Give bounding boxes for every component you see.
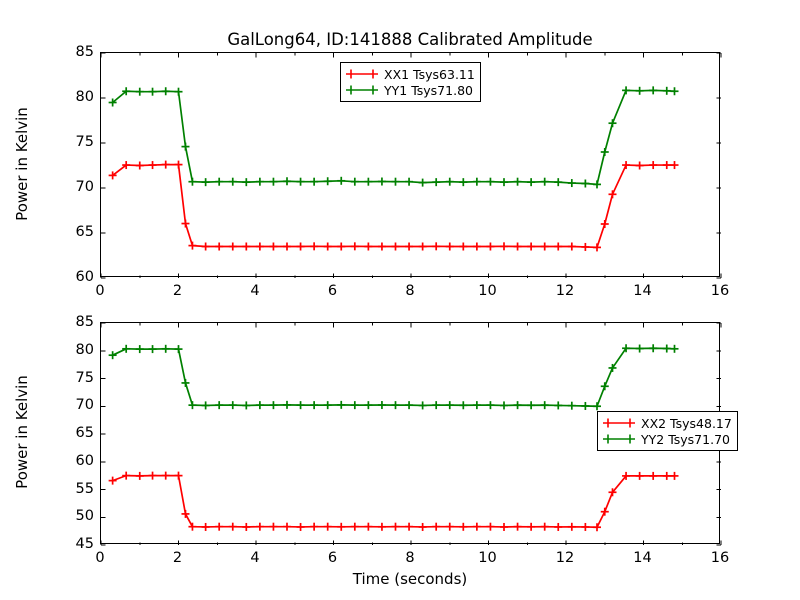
x-tick-label: 0: [95, 283, 105, 299]
x-tick-label: 4: [250, 550, 260, 566]
top-plot-canvas: [100, 52, 722, 279]
y-tick-label: 75: [75, 369, 94, 386]
x-tick-label: 2: [172, 550, 183, 566]
x-tick-label: 6: [327, 283, 338, 299]
top-y-axis-label: Power in Kelvin: [13, 106, 31, 221]
y-tick-label: 45: [75, 536, 94, 552]
y-tick-label: 60: [75, 269, 94, 285]
legend-entry: XX2 Tsys48.17: [602, 415, 732, 431]
legend-label-yy2: YY2 Tsys71.70: [641, 431, 730, 447]
legend-label-xx2: XX2 Tsys48.17: [641, 415, 732, 431]
legend-label-xx1: XX1 Tsys63.11: [384, 66, 475, 82]
legend-line-sample-xx1: [346, 69, 378, 79]
legend-line-sample-yy2: [603, 434, 635, 444]
legend-entry: XX1 Tsys63.11: [345, 66, 475, 82]
y-tick-label: 60: [75, 452, 94, 469]
bottom-legend: XX2 Tsys48.17 YY2 Tsys71.70: [597, 411, 738, 451]
y-tick-label: 65: [75, 224, 94, 240]
y-tick-label: 85: [75, 44, 94, 60]
x-tick-label: 8: [405, 550, 415, 566]
x-tick-label: 6: [327, 550, 338, 566]
bottom-y-axis-label: Power in Kelvin: [13, 375, 31, 489]
x-tick-label: 12: [555, 550, 575, 566]
x-tick-label: 14: [633, 550, 652, 566]
legend-entry: YY2 Tsys71.70: [602, 431, 732, 447]
figure-title: GalLong64, ID:141888 Calibrated Amplitud…: [227, 30, 593, 49]
y-tick-label: 85: [75, 314, 94, 330]
x-tick-label: 8: [405, 283, 415, 299]
bottom-x-axis-label: Time (seconds): [352, 570, 468, 588]
y-tick-label: 70: [75, 179, 94, 195]
x-tick-label: 4: [250, 283, 260, 299]
y-tick-label: 55: [75, 480, 94, 497]
x-tick-label: 10: [478, 283, 497, 299]
legend-line-sample-yy1: [346, 85, 378, 95]
y-tick-label: 50: [75, 508, 94, 525]
y-tick-label: 80: [75, 89, 94, 105]
y-tick-label: 75: [75, 134, 94, 150]
x-tick-label: 2: [172, 283, 183, 299]
y-tick-label: 70: [75, 397, 94, 414]
x-tick-label: 0: [95, 550, 105, 566]
x-tick-label: 12: [555, 283, 575, 299]
x-tick-label: 16: [710, 283, 730, 299]
legend-line-sample-xx2: [603, 418, 635, 428]
x-tick-label: 10: [478, 550, 497, 566]
y-tick-label: 80: [75, 341, 94, 358]
legend-label-yy1: YY1 Tsys71.80: [384, 82, 473, 98]
x-tick-label: 16: [710, 550, 730, 566]
bottom-plot-canvas: [100, 322, 722, 546]
top-legend: XX1 Tsys63.11 YY1 Tsys71.80: [340, 62, 481, 102]
x-tick-label: 14: [633, 283, 652, 299]
y-tick-label: 65: [75, 425, 94, 441]
legend-entry: YY1 Tsys71.80: [345, 82, 475, 98]
